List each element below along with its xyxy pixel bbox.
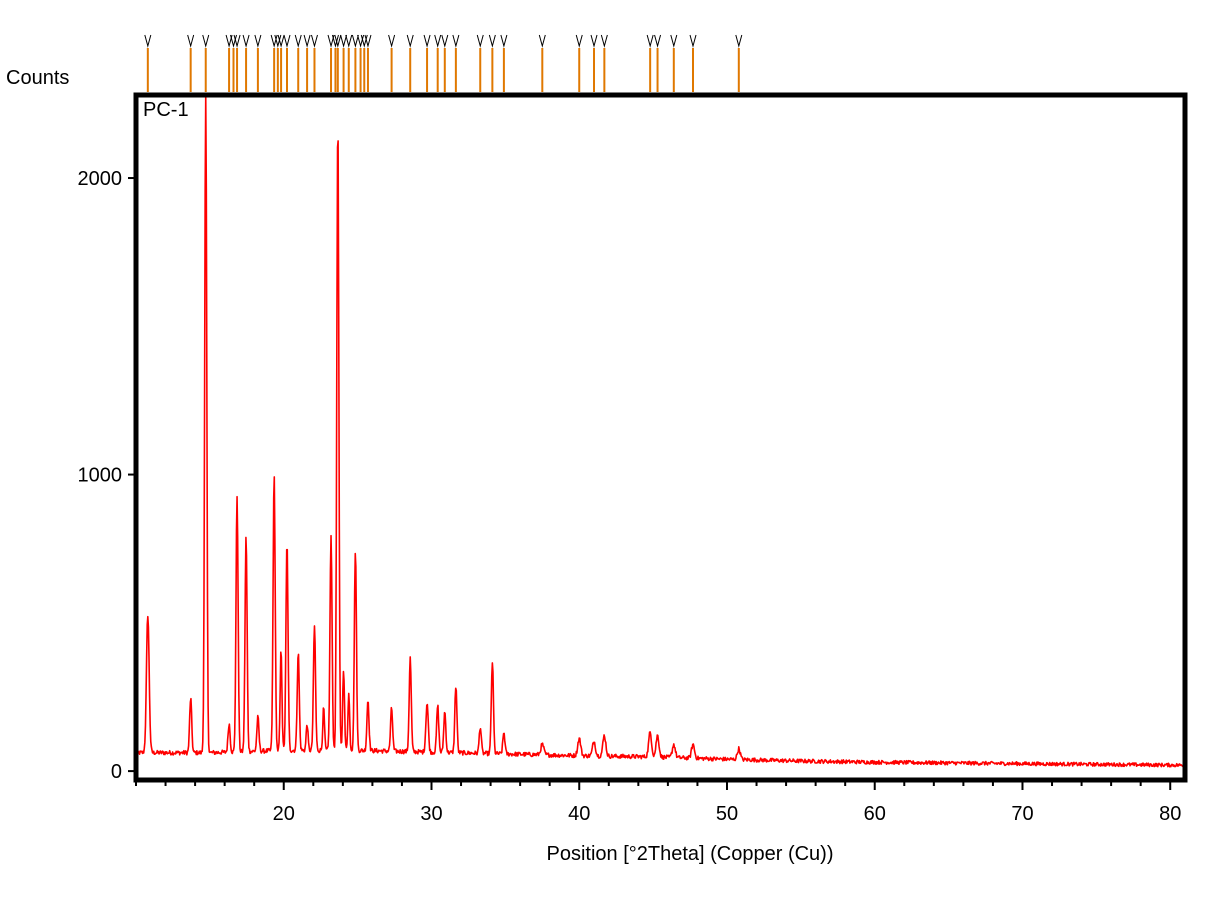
reference-marker-head (345, 34, 353, 48)
x-tick-label: 80 (1159, 803, 1181, 825)
reference-marker-head (277, 34, 285, 48)
reference-marker-head (689, 34, 697, 48)
reference-marker-head (187, 34, 195, 48)
reference-marker-head (434, 34, 442, 48)
x-tick-label: 30 (420, 803, 442, 825)
y-tick-label: 1000 (78, 465, 123, 487)
reference-marker-head (340, 34, 348, 48)
reference-marker-head (441, 34, 449, 48)
reference-marker-head (331, 34, 339, 48)
y-axis: 0 1000 2000 (78, 168, 136, 783)
plot-frame (133, 92, 1188, 783)
x-tick-label: 50 (716, 803, 738, 825)
reference-marker-head (303, 34, 311, 48)
reference-marker-head (735, 34, 743, 48)
y-tick-label: 2000 (78, 168, 123, 190)
reference-marker-head (144, 34, 152, 48)
reference-marker-head (254, 34, 262, 48)
reference-marker-head (202, 34, 210, 48)
reference-marker-head (294, 34, 302, 48)
reference-marker-head (364, 34, 372, 48)
reference-marker-head (452, 34, 460, 48)
reference-marker-head (406, 34, 414, 48)
reference-marker-head (600, 34, 608, 48)
x-axis-title: Position [°2Theta] (Copper (Cu)) (546, 843, 833, 865)
x-tick-label: 20 (273, 803, 295, 825)
reference-marker-head (538, 34, 546, 48)
sample-label: PC-1 (143, 99, 189, 121)
reference-marker-head (476, 34, 484, 48)
x-tick-label: 60 (864, 803, 886, 825)
reference-markers (144, 34, 743, 92)
reference-marker-head (388, 34, 396, 48)
diffraction-pattern-line (135, 94, 1186, 768)
reference-marker-head (590, 34, 598, 48)
reference-marker-head (500, 34, 508, 48)
reference-marker-head (242, 34, 250, 48)
reference-marker-head (646, 34, 654, 48)
x-tick-label: 40 (568, 803, 590, 825)
reference-marker-head (334, 34, 342, 48)
reference-marker-head (654, 34, 662, 48)
reference-marker-head (670, 34, 678, 48)
reference-marker-head (351, 34, 359, 48)
y-tick-label: 0 (111, 761, 122, 783)
reference-marker-head (423, 34, 431, 48)
reference-marker-head (310, 34, 318, 48)
reference-marker-head (488, 34, 496, 48)
reference-marker-head (233, 34, 241, 48)
x-axis: 20 30 40 50 60 70 80 (135, 780, 1181, 825)
reference-marker-head (575, 34, 583, 48)
reference-marker-head (283, 34, 291, 48)
reference-marker-head (274, 34, 282, 48)
y-axis-title: Counts (6, 67, 69, 89)
x-tick-label: 70 (1011, 803, 1033, 825)
